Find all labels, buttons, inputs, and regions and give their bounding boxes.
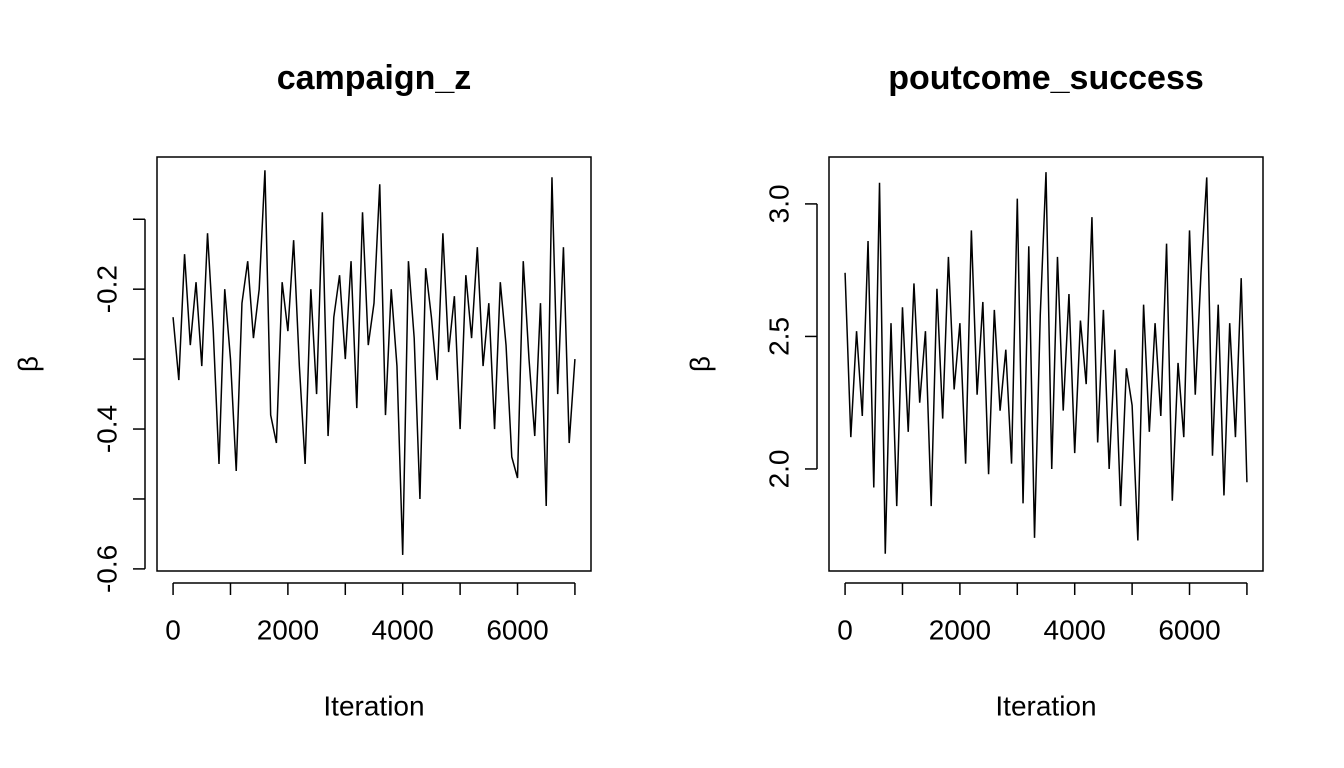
x-tick-label: 6000 [486, 614, 548, 645]
x-tick-label: 4000 [372, 614, 434, 645]
trace-line [844, 172, 1248, 554]
y-axis-label: β [12, 356, 43, 372]
plot-frame [828, 156, 1264, 572]
x-tick-label: 4000 [1044, 614, 1106, 645]
y-tick-label: -0.4 [91, 405, 122, 453]
chart-title: poutcome_success [888, 59, 1204, 97]
chart-title: campaign_z [277, 59, 472, 97]
y-tick-label: -0.2 [91, 265, 122, 313]
x-tick-label: 0 [837, 614, 853, 645]
trace-line [172, 170, 576, 555]
plot-frame [156, 156, 592, 572]
y-tick-label: 3.0 [763, 184, 794, 223]
x-tick-label: 2000 [929, 614, 991, 645]
x-tick-label: 2000 [257, 614, 319, 645]
y-tick-label: 2.5 [763, 317, 794, 356]
y-tick-label: 2.0 [763, 449, 794, 488]
x-tick-label: 0 [165, 614, 181, 645]
x-tick-label: 6000 [1158, 614, 1220, 645]
y-tick-label: -0.6 [91, 545, 122, 593]
x-axis-label: Iteration [995, 690, 1096, 721]
x-axis-label: Iteration [323, 690, 424, 721]
y-axis-label: β [684, 356, 715, 372]
